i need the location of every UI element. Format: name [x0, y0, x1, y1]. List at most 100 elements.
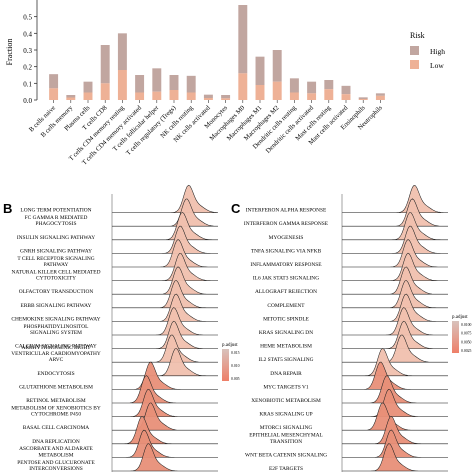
ridge-label: ENDOCYTOSIS — [37, 371, 74, 377]
bar-low — [375, 95, 385, 100]
ridge-density — [342, 252, 448, 281]
bar-high — [358, 97, 368, 99]
ridge-legend-tick: 0.0100 — [461, 323, 472, 327]
ridge-label: DNA REPAIR — [270, 371, 302, 377]
bar-low — [324, 89, 334, 100]
bar-high — [169, 75, 179, 90]
ridge-label: IL2 STAT5 SIGNALING — [259, 357, 314, 363]
ridge-label: CHEMOKINE SIGNALING PATHWAY — [11, 316, 100, 322]
ridge-density — [112, 375, 218, 404]
legend-swatch — [410, 60, 419, 69]
bar-high — [324, 80, 334, 90]
ridge-density — [112, 388, 218, 417]
ridge-density — [112, 293, 218, 322]
legend-label: Low — [430, 61, 444, 70]
bar-low — [152, 91, 162, 100]
ridge-label: CALCIUM SIGNALING PATHWAY — [15, 344, 97, 350]
panel-label-b: B — [3, 201, 12, 216]
ridge-density — [112, 402, 218, 431]
ridge-density — [112, 320, 218, 349]
ridge-label: GNRH SIGNALING PATHWAY — [20, 248, 92, 254]
y-tick-label: 0.5 — [23, 14, 32, 22]
ridge-density — [342, 388, 448, 417]
bar-high — [100, 45, 110, 84]
ridge-density — [112, 429, 218, 458]
legend-title: Risk — [410, 31, 425, 40]
ridge-density — [342, 239, 448, 268]
ridge-legend-tick: 0.010 — [231, 364, 240, 368]
bar-low — [169, 90, 179, 100]
bar-high — [117, 33, 127, 70]
ridge-density — [342, 320, 448, 349]
ridge-density — [112, 253, 218, 281]
ridge-density — [112, 415, 218, 445]
bar-low — [221, 98, 231, 100]
bar-low — [203, 98, 213, 100]
bar-high — [221, 95, 231, 99]
ridge-density — [342, 334, 448, 363]
ridge-density — [342, 348, 448, 377]
legend-label: High — [430, 47, 445, 56]
panel-label-c: C — [231, 201, 241, 216]
bar-low — [100, 83, 110, 100]
ridge-label: OLFACTORY TRANSDUCTION — [19, 289, 94, 295]
ridge-density — [342, 266, 448, 295]
ridge-label: ERBB SIGNALING PATHWAY — [21, 303, 92, 309]
bar-low — [341, 94, 351, 100]
bar-high — [272, 50, 282, 82]
bar-low — [186, 92, 196, 100]
ridge-label: RETINOL METABOLISM — [26, 398, 86, 404]
bar-high — [238, 5, 248, 74]
bar-high — [49, 74, 59, 89]
ridge-label: PHOSPHATIDYLINOSITOL SIGNALING SYSTEM — [24, 324, 89, 336]
ridge-label: T CELL RECEPTOR SIGNALING PATHWAY — [17, 256, 94, 268]
ridge-label: ALLOGRAFT REJECTION — [255, 289, 317, 295]
y-tick-label: 0.4 — [23, 30, 32, 38]
y-tick-label: 0.1 — [23, 80, 32, 88]
bar-low — [289, 92, 299, 100]
bar-high — [375, 93, 385, 96]
ridge-label: GLUTATHIONE METABOLISM — [19, 384, 93, 390]
ridge-label: IL6 JAK STAT3 SIGNALING — [253, 276, 319, 282]
bar-high — [341, 85, 351, 95]
ridge-label: INTERFERON ALPHA RESPONSE — [246, 208, 327, 214]
ridge-label: WNT BETA CATENIN SIGNALING — [245, 452, 327, 458]
bar-low — [255, 85, 265, 100]
ridge-density — [112, 211, 218, 241]
bar-high — [135, 75, 145, 93]
ridge-legend-tick: 0.0075 — [461, 332, 472, 336]
ridge-density — [112, 239, 218, 268]
y-axis-label: Fraction — [5, 39, 14, 66]
bar-high — [83, 81, 93, 93]
bar-high — [307, 81, 317, 94]
ridge-density — [342, 416, 448, 445]
ridge-label: INFLAMMATORY RESPONSE — [250, 262, 322, 268]
ridge-legend-tick: 0.015 — [231, 351, 240, 355]
ridge-density — [342, 225, 448, 254]
bar-high — [186, 75, 196, 93]
ridge-label: COMPLEMENT — [267, 303, 305, 309]
ridge-label: KRAS SIGNALING UP — [259, 412, 312, 418]
ridge-density — [112, 361, 218, 390]
ridge-density — [342, 361, 448, 390]
ridge-density — [342, 307, 448, 336]
bar-high — [289, 78, 299, 93]
ridge-label: MITOTIC SPINDLE — [263, 316, 310, 322]
y-tick-label: 0.3 — [23, 47, 32, 55]
ridge-label: DNA REPLICATION — [32, 439, 80, 445]
ridge-density — [112, 266, 218, 295]
ridge-label: PENTOSE AND GLUCURONATE INTERCONVERSIONS — [17, 460, 95, 472]
ridge-density — [112, 334, 218, 363]
ridge-density — [112, 184, 219, 213]
bar-low — [66, 97, 76, 100]
ridge-label: ASCORBATE AND ALDARATE METABOLISM — [19, 446, 93, 458]
ridge-legend-colorbar — [452, 321, 459, 353]
ridge-density — [112, 225, 218, 254]
ridge-density — [342, 212, 448, 241]
ridge-label: FC GAMMA R MEDIATED PHAGOCYTOSIS — [25, 215, 88, 227]
ridge-density — [342, 198, 448, 227]
ridge-legend-tick: 0.0050 — [461, 340, 472, 344]
ridge-label: INTERFERON GAMMA RESPONSE — [244, 221, 329, 227]
bar-high — [255, 56, 265, 85]
